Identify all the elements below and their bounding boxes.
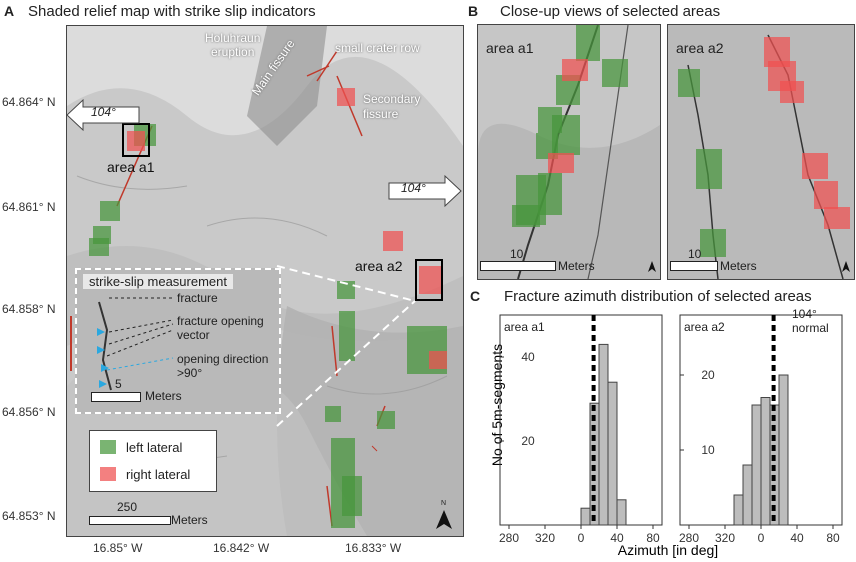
lon-tick: 16.842° W [213,541,270,555]
lon-tick: 16.85° W [93,541,143,555]
legend-right-swatch [100,467,116,481]
closeup-a1-scale-unit: Meters [558,259,595,273]
histogram-bar [742,464,753,526]
x-axis-label: Azimuth [in deg] [618,542,718,558]
closeup-a1[interactable]: area a1 10 Meters [477,24,661,280]
histogram-title: area a1 [504,320,545,334]
x-tick-label: 280 [499,531,519,545]
panel-a-title: Shaded relief map with strike slip indic… [28,3,316,20]
closeup-a1-label: area a1 [486,40,534,56]
holuhraun-label: Holuhraun eruption [205,31,261,59]
closeup-a2-label: area a2 [676,40,724,56]
inset-scale-unit: Meters [145,389,182,403]
histogram-bar [751,404,762,526]
lat-tick: 64.856° N [2,405,56,419]
map-scale-value: 250 [117,500,138,514]
x-tick-label: 0 [578,531,585,545]
area-a1-box[interactable] [122,123,150,157]
histogram-bar [778,374,789,526]
x-tick-label: 80 [826,531,840,545]
north-arrow-icon [436,510,452,529]
histogram-bar [580,507,591,526]
y-tick-label: 40 [521,350,535,364]
histogram-bar [733,494,744,526]
lat-tick: 64.864° N [2,95,56,109]
small-crater-label: small crater row [335,41,420,55]
legend-left-swatch [100,440,116,454]
legend-right-label: right lateral [126,467,191,482]
area-a2-label: area a2 [355,258,403,274]
panel-a-letter: A [4,3,15,19]
histogram-bar [607,381,618,526]
y-tick-label: 20 [701,368,715,382]
inset-direction-label: opening direction >90° [177,352,269,380]
inset-fracture-label: fracture [177,291,218,305]
map-scale-bar [89,516,171,525]
north-arrow-icon [648,261,656,272]
north-arrow-icon [842,261,850,272]
x-tick-label: 280 [679,531,699,545]
y-tick-label: 10 [701,443,715,457]
map-legend: left lateral right lateral [89,430,217,492]
arrow-left-icon [67,98,140,132]
secondary-fissure-label: Secondary fissure [363,92,421,121]
inset-scale-bar [91,392,141,402]
inset-scale-value: 5 [115,377,122,391]
histogram-bar [616,499,627,526]
panel-c-letter: C [470,288,481,304]
histogram-title: area a2 [684,320,725,334]
histogram-bar [760,397,771,526]
closeup-a1-scale-bar [480,261,556,271]
relief-map[interactable]: Holuhraun eruption Main fissure small cr… [66,25,464,537]
arrow-right-label: 104° [401,181,426,195]
area-a1-label: area a1 [107,159,155,175]
arrow-right-icon [388,174,462,208]
closeup-a2[interactable]: area a2 10 Meters [667,24,855,280]
panel-b-letter: B [468,3,479,19]
strike-slip-inset[interactable]: strike-slip measurement fracture fractur… [75,268,281,414]
lat-tick: 64.853° N [2,509,56,523]
x-tick-label: 40 [790,531,804,545]
area-a2-box[interactable] [415,259,443,301]
inset-diagram [97,297,174,391]
north-label: N [441,500,447,507]
closeup-a2-scale-unit: Meters [720,259,757,273]
closeup-a2-scale-value: 10 [688,247,702,261]
inset-connector [276,265,416,427]
map-scale-unit: Meters [171,513,208,527]
histogram-bar [598,343,609,526]
inset-title: strike-slip measurement [83,274,233,289]
lat-tick: 64.861° N [2,200,56,214]
panel-b-title: Close-up views of selected areas [500,3,721,20]
x-tick-label: 320 [535,531,555,545]
lon-tick: 16.833° W [345,541,402,555]
x-tick-label: 0 [758,531,765,545]
panel-c-title: Fracture azimuth distribution of selecte… [504,288,812,305]
y-tick-label: 20 [521,434,535,448]
x-tick-label: 320 [715,531,735,545]
normal-annotation: 104° normal [792,307,829,335]
y-axis-label: No of 5m-segments [489,344,505,466]
legend-left-label: left lateral [126,440,183,455]
x-tick-label: 40 [610,531,624,545]
arrow-left-label: 104° [91,105,116,119]
plot-frame [499,314,663,526]
x-tick-label: 80 [646,531,660,545]
inset-vector-label: fracture opening vector [177,314,264,342]
closeup-a2-scale-bar [670,261,718,271]
azimuth-histograms: No of 5m-segments Azimuth [in deg] 280 32… [489,314,843,558]
lat-tick: 64.858° N [2,302,56,316]
closeup-a1-scale-value: 10 [510,247,524,261]
